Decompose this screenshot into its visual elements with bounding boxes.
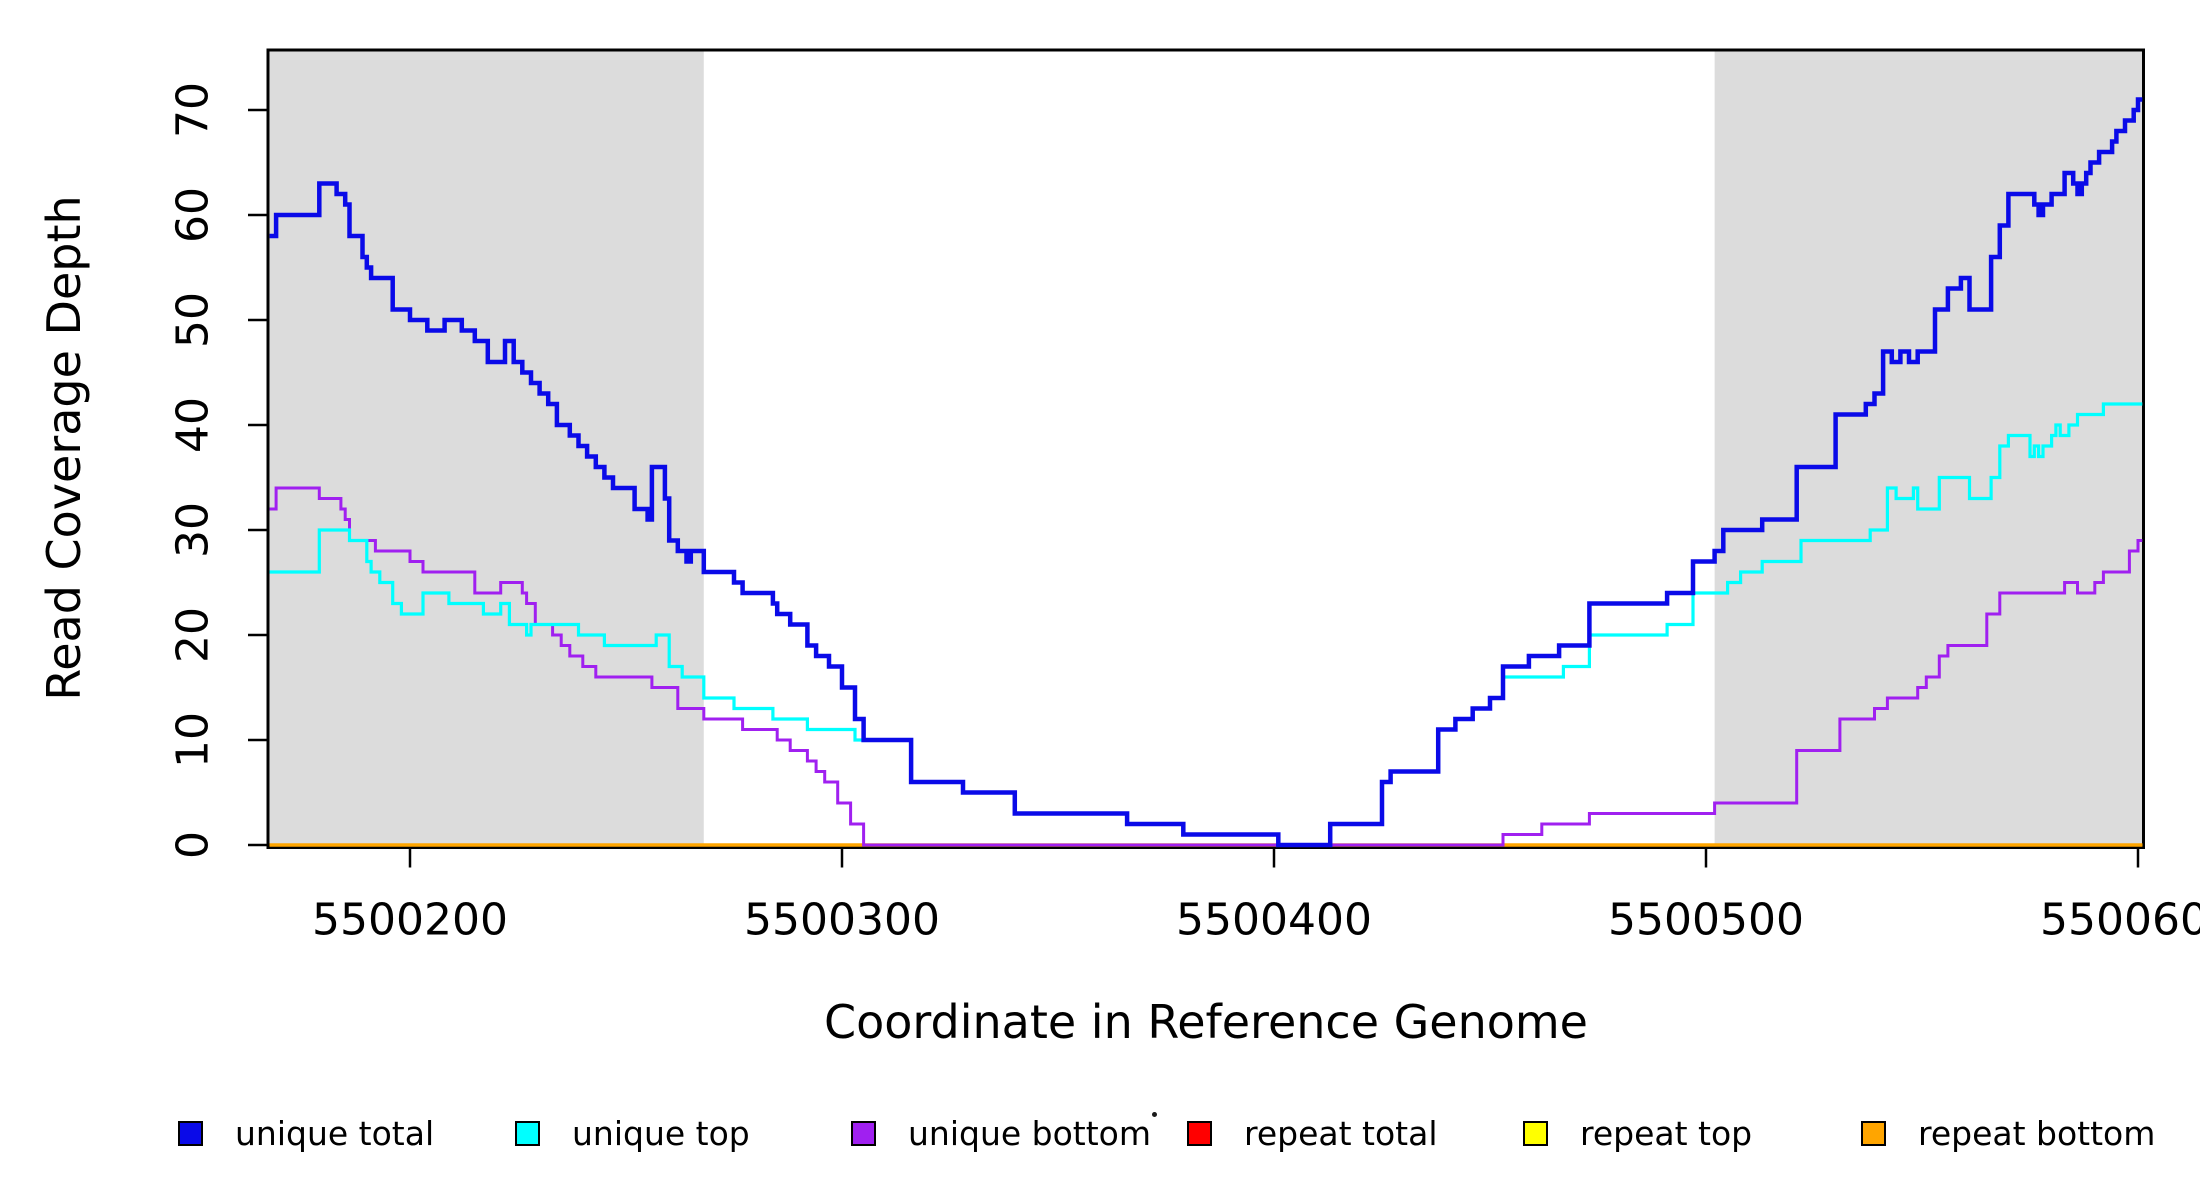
series-unique_total [269,97,2143,848]
y-tick-label: 30 [168,502,219,558]
x-tick-label: 5500300 [744,895,940,946]
x-tick-label: 5500400 [1176,895,1372,946]
x-axis-title: Coordinate in Reference Genome [824,995,1588,1049]
y-tick-label: 60 [168,187,219,243]
x-tick-label: 5500500 [1608,895,1804,946]
repeat-region-right [1714,50,2143,848]
plot-box [266,48,2145,849]
y-tick-label: 20 [168,607,219,663]
series-unique_bottom [269,486,2143,847]
y-tick-label: 10 [168,712,219,768]
y-tick-label: 70 [168,82,219,138]
repeat-region-left [269,50,704,848]
y-tick-label: 50 [168,292,219,348]
y-axis-title: Read Coverage Depth [37,195,91,701]
legend-dot [1152,1112,1157,1117]
x-tick-label: 5500200 [312,895,508,946]
y-tick-label: 40 [168,397,219,453]
y-tick-label: 0 [168,831,219,859]
